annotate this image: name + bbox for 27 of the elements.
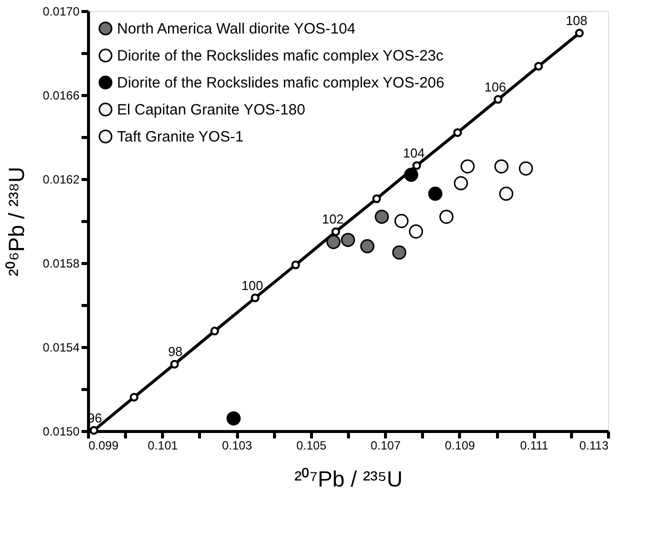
- x-tick-label: 0.111: [520, 438, 549, 452]
- x-axis-title: ²⁰⁷Pb / ²³⁵U: [294, 466, 403, 492]
- legend-label: Taft Granite YOS-1: [117, 128, 244, 146]
- x-tick-label: 0.103: [222, 438, 252, 452]
- annotation: 98: [168, 344, 183, 360]
- y-tick-label: 0.0150: [42, 424, 80, 438]
- legend-label: El Capitan Granite YOS-180: [117, 102, 306, 118]
- x-tick-label: 0.099: [88, 438, 119, 452]
- annotation: 102: [322, 212, 344, 227]
- x-tick-label: 0.101: [148, 438, 178, 452]
- x-tick-label: 0.107: [370, 438, 401, 452]
- y-tick-label: 0.0154: [42, 340, 80, 354]
- legend-label: North America Wall diorite YOS-104: [117, 20, 356, 38]
- annotation: 106: [484, 79, 506, 94]
- y-tick-label: 0.0162: [42, 172, 80, 186]
- annotation: 100: [241, 278, 264, 293]
- y-axis-title: ²⁰⁶Pb / ²³⁸U: [4, 166, 29, 276]
- legend-label: Diorite of the Rockslides mafic complex YOS-206: [117, 74, 444, 92]
- x-tick-label: 0.109: [444, 438, 476, 452]
- x-tick-label: 0.113: [579, 438, 609, 452]
- y-tick-label: 0.0170: [42, 4, 80, 18]
- y-tick-label: 0.0158: [42, 256, 80, 270]
- x-tick-label: 0.105: [296, 438, 327, 452]
- annotation: 104: [403, 146, 425, 161]
- y-tick-label: 0.0166: [42, 88, 80, 102]
- legend-label: Diorite of the Rockslides mafic complex YOS-23c: [117, 48, 444, 64]
- annotation: 108: [566, 13, 588, 28]
